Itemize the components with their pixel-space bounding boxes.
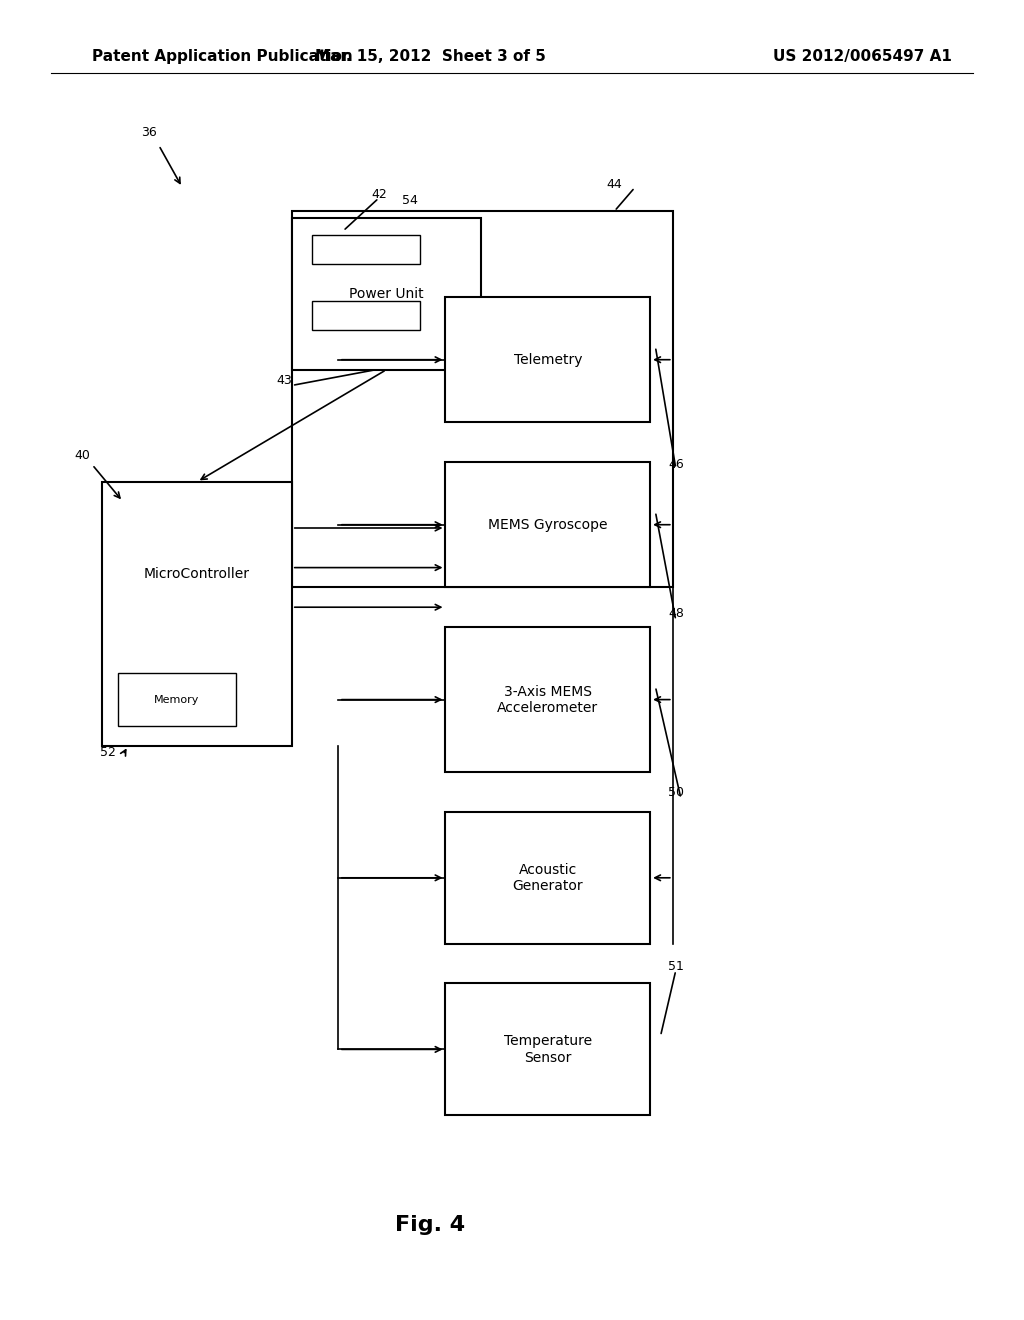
Text: 48: 48	[668, 607, 684, 620]
Text: 3-Axis MEMS
Accelerometer: 3-Axis MEMS Accelerometer	[498, 685, 598, 714]
Text: 52: 52	[99, 746, 116, 759]
Text: Fig. 4: Fig. 4	[395, 1214, 465, 1236]
Text: 54: 54	[401, 194, 418, 207]
Text: 46: 46	[668, 458, 684, 471]
Text: Temperature
Sensor: Temperature Sensor	[504, 1035, 592, 1064]
Text: 42: 42	[371, 187, 387, 201]
Bar	[445, 983, 650, 1115]
Bar	[312, 235, 420, 264]
Text: Patent Application Publication: Patent Application Publication	[92, 49, 353, 65]
Text: US 2012/0065497 A1: US 2012/0065497 A1	[773, 49, 952, 65]
Bar	[312, 301, 420, 330]
Text: 40: 40	[74, 449, 90, 462]
Text: 43: 43	[276, 374, 293, 387]
Text: Memory: Memory	[154, 694, 200, 705]
Text: 51: 51	[668, 960, 684, 973]
Bar	[445, 627, 650, 772]
Text: MEMS Gyroscope: MEMS Gyroscope	[488, 517, 607, 532]
Text: MicroController: MicroController	[144, 568, 250, 581]
Bar	[102, 482, 292, 746]
Bar	[445, 297, 650, 422]
Bar	[445, 462, 650, 587]
Bar	[118, 673, 236, 726]
Text: Mar. 15, 2012  Sheet 3 of 5: Mar. 15, 2012 Sheet 3 of 5	[314, 49, 546, 65]
Bar	[292, 218, 481, 370]
Text: Power Unit: Power Unit	[349, 286, 424, 301]
Text: 36: 36	[140, 125, 157, 139]
Text: 44: 44	[606, 178, 623, 191]
Text: Acoustic
Generator: Acoustic Generator	[513, 863, 583, 892]
Bar	[445, 812, 650, 944]
Bar	[292, 211, 673, 587]
Text: Telemetry: Telemetry	[514, 352, 582, 367]
Text: 50: 50	[668, 785, 684, 799]
